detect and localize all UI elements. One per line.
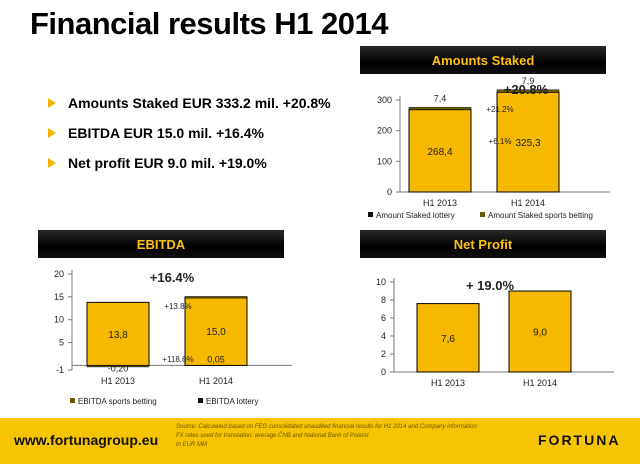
bullet-text: EBITDA EUR 15.0 mil. +16.4%: [68, 125, 264, 141]
bar-main: [408, 109, 472, 193]
growth-annotation: +21.2%: [486, 105, 513, 114]
bar-value-label: 268,4: [427, 147, 452, 158]
legend-label: EBITDA sports betting: [78, 397, 157, 406]
x-tick-label: H1 2013: [101, 376, 135, 386]
footer-bar: [0, 418, 640, 464]
growth-annotation-main: +20.8%: [504, 82, 549, 97]
ebitda-header: EBITDA: [38, 230, 284, 258]
growth-annotation-main: + 19.0%: [466, 278, 515, 293]
y-tick-label: 8: [381, 295, 386, 305]
y-tick-label: 10: [376, 277, 386, 287]
growth-annotation: +6.1%: [489, 137, 512, 146]
footer-note: Source: Calculated based on FEG consolid…: [176, 424, 477, 430]
footer-notes: Source: Calculated based on FEG consolid…: [176, 423, 516, 450]
legend-label: Amount Staked lottery: [376, 211, 455, 220]
fortuna-logo: FORTUNA: [538, 432, 621, 448]
bullet-list: Amounts Staked EUR 333.2 mil. +20.8% EBI…: [48, 88, 331, 178]
growth-annotation: +13.8%: [164, 302, 191, 311]
bar-secondary-segment: [184, 296, 248, 299]
ebitda-chart: -1 5 10 15 20 13,8 -0,20 H1 2013 15,0 0,05 H1 2014…: [54, 269, 292, 406]
bar-secondary-segment: [496, 89, 560, 93]
bar-secondary-label: 7,9: [522, 76, 535, 86]
footer-note: In EUR MM: [176, 442, 208, 448]
ebitda-title: EBITDA: [136, 236, 186, 252]
net-profit-title: Net Profit: [453, 236, 513, 252]
growth-annotation: +118.6%: [162, 355, 193, 364]
y-tick-label: 100: [377, 156, 392, 166]
bar-value-label: 13,8: [108, 330, 128, 341]
legend-label: Amount Staked sports betting: [488, 211, 593, 220]
growth-annotation-main: +16.4%: [150, 270, 195, 285]
amounts-staked-chart: 0 100 200 300 268,4 7,4 H1 2013 325,3 7,9 H1 2014…: [368, 76, 610, 220]
bullet-text: Amounts Staked EUR 333.2 mil. +20.8%: [68, 95, 331, 111]
website-link[interactable]: www.fortunagroup.eu: [14, 432, 159, 448]
bar-value-label: 325,3: [515, 138, 540, 149]
footer-note: FX rates used for translation: average Č…: [176, 433, 369, 439]
y-tick-label: 6: [381, 313, 386, 323]
x-tick-label: H1 2013: [423, 198, 457, 208]
legend-swatch: [198, 398, 203, 403]
bar-value-label: 7,6: [441, 334, 455, 345]
legend-swatch: [70, 398, 75, 403]
bullet-item: EBITDA EUR 15.0 mil. +16.4%: [48, 118, 331, 148]
bar-net-profit: [508, 290, 572, 373]
net-profit-header: Net Profit: [360, 230, 606, 258]
bar-secondary-label: 0,05: [207, 354, 225, 364]
bar-secondary-label: 7,4: [434, 93, 447, 103]
bullet-item: Net profit EUR 9.0 mil. +19.0%: [48, 148, 331, 178]
x-tick-label: H1 2014: [199, 376, 233, 386]
net-profit-chart: 0 2 4 6 8 10 7,6 H1 2013 9,0 H1 2014 + 19.0%: [376, 277, 614, 388]
y-tick-label: 200: [377, 126, 392, 136]
bar-value-label: 15,0: [206, 327, 226, 338]
y-tick-label: 2: [381, 349, 386, 359]
y-tick-label: 0: [387, 187, 392, 197]
bar-value-label: 9,0: [533, 328, 547, 339]
x-tick-label: H1 2014: [523, 378, 557, 388]
bullet-item: Amounts Staked EUR 333.2 mil. +20.8%: [48, 88, 331, 118]
triangle-bullet-icon: [48, 128, 56, 138]
legend-label: EBITDA lottery: [206, 397, 258, 406]
y-tick-label: 20: [54, 269, 64, 279]
amounts-staked-title: Amounts Staked: [431, 52, 535, 68]
y-tick-label: 0: [381, 367, 386, 377]
bar-secondary-segment: [408, 107, 472, 110]
bar-net-profit: [416, 303, 480, 373]
x-tick-label: H1 2014: [511, 198, 545, 208]
bar-secondary-segment: [86, 365, 150, 368]
triangle-bullet-icon: [48, 158, 56, 168]
y-tick-label: 4: [381, 331, 386, 341]
y-tick-label: 10: [54, 315, 64, 325]
triangle-bullet-icon: [48, 98, 56, 108]
bar-main: [496, 91, 560, 193]
legend-swatch: [368, 212, 373, 217]
y-tick-label: 300: [377, 95, 392, 105]
x-tick-label: H1 2013: [431, 378, 465, 388]
page-title: Financial results H1 2014: [30, 6, 388, 41]
amounts-staked-header: Amounts Staked: [360, 46, 606, 74]
y-tick-label: -1: [56, 365, 64, 375]
bar-secondary-label: -0,20: [108, 363, 129, 373]
bar-main: [86, 301, 150, 366]
bullet-text: Net profit EUR 9.0 mil. +19.0%: [68, 155, 267, 171]
legend-swatch: [480, 212, 485, 217]
y-tick-label: 5: [59, 338, 64, 348]
y-tick-label: 15: [54, 292, 64, 302]
